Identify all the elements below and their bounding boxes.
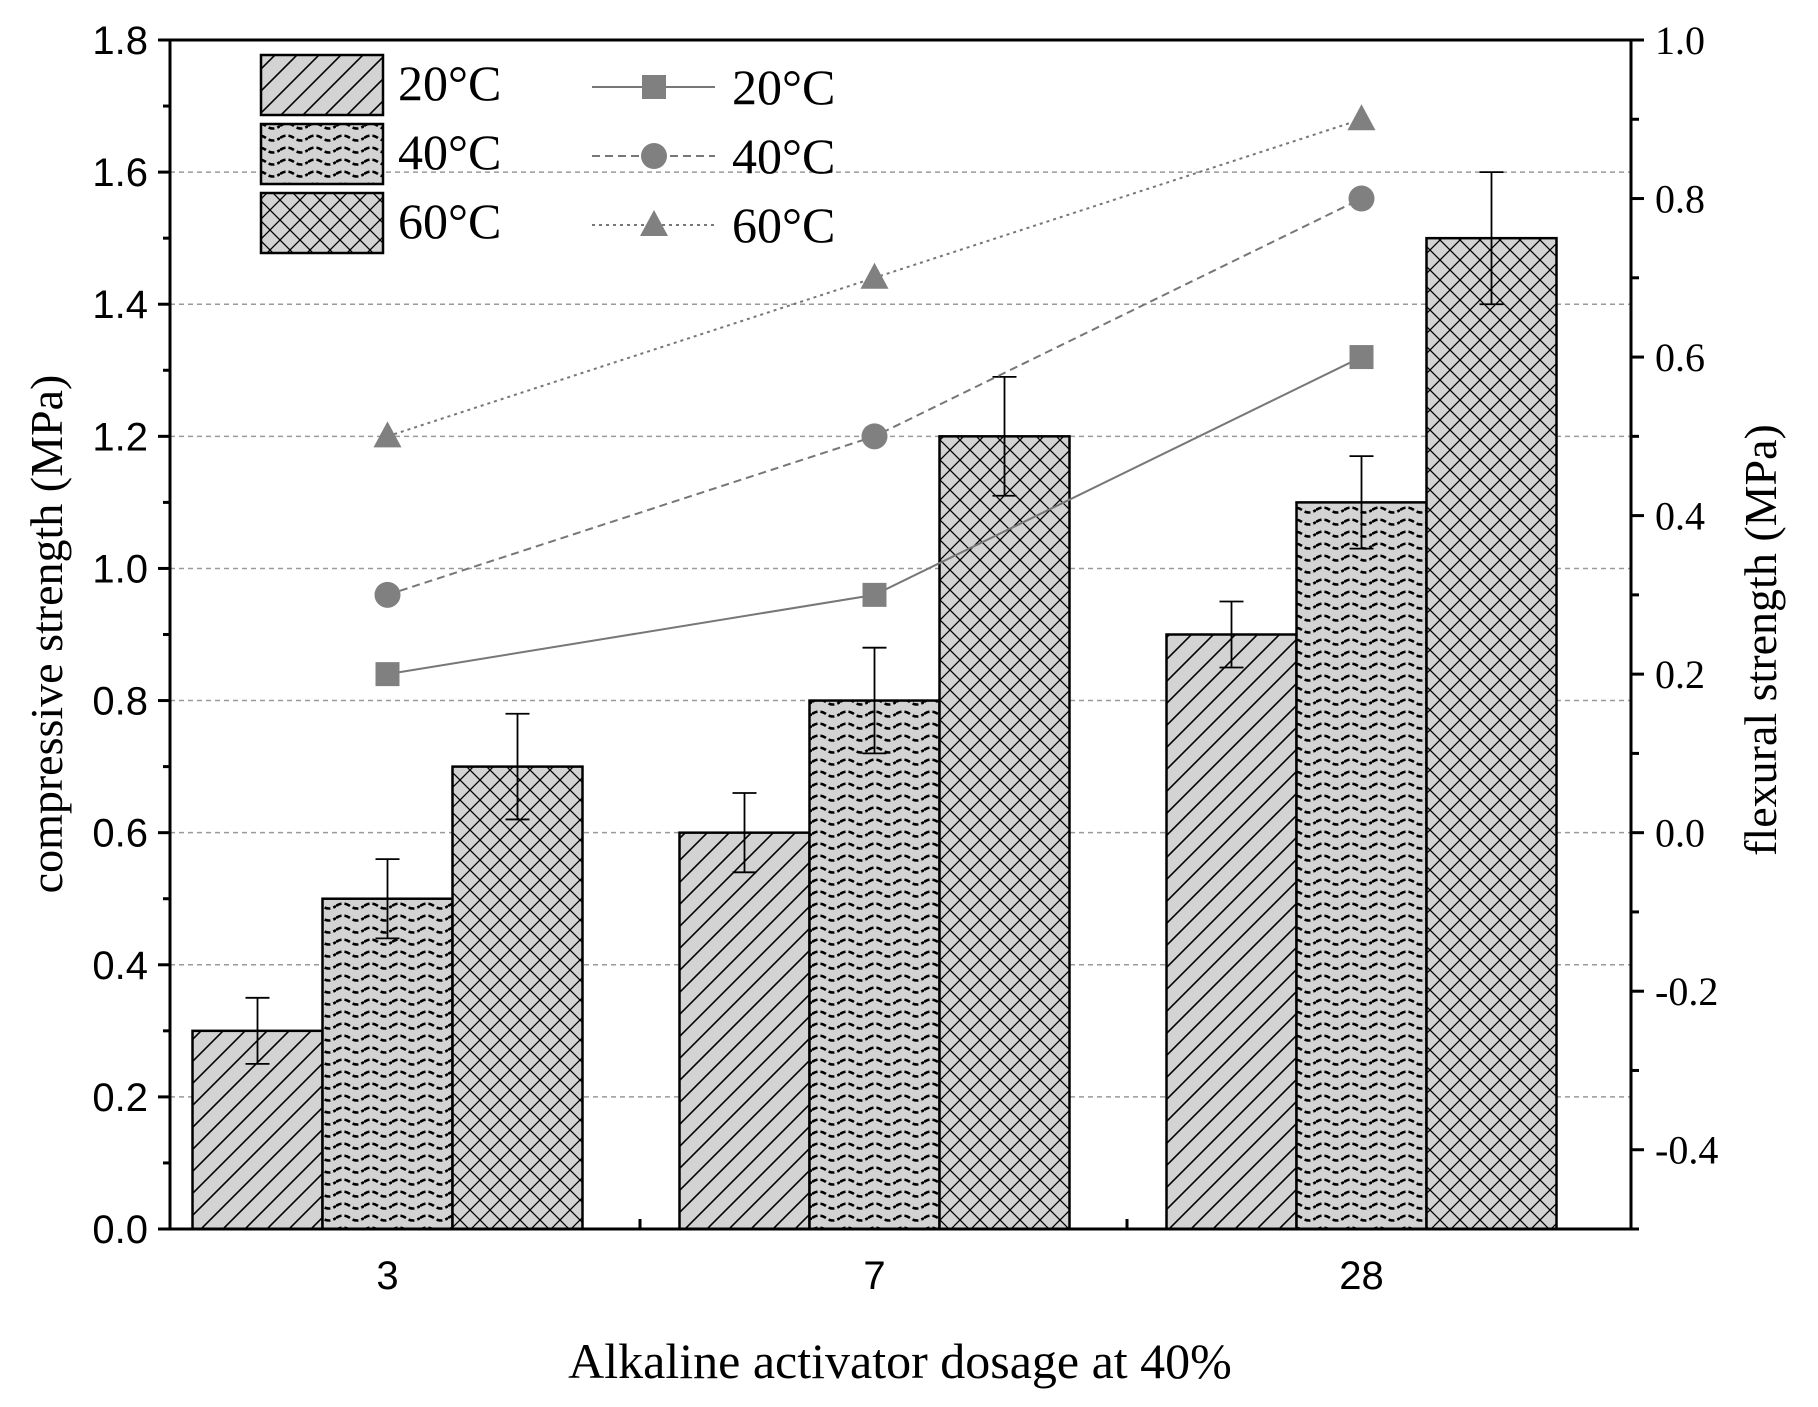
y-tick-label: 1.2 [92,415,148,459]
x-tick-label: 28 [1339,1254,1384,1298]
y2-tick-label: 0.6 [1655,335,1705,380]
legend-line-label: 40°C [732,128,835,184]
line-marker-triangle [640,210,668,236]
legend-bar-swatch [259,191,385,255]
bar [321,897,454,1231]
y-tick-label: 1.8 [92,19,148,63]
y-tick-label: 0.6 [92,812,148,856]
left-axis-ticks: 0.0 0.2 0.4 0.6 0.8 1.0 1.2 1.4 1.6 1.8 [92,19,170,1252]
y-tick-label: 0.0 [92,1208,148,1252]
y2-tick-label: 0.0 [1655,811,1705,856]
bar-group [191,236,1558,1231]
y2-tick-label: -0.2 [1655,969,1718,1014]
y2-tick-label: -0.4 [1655,1128,1718,1173]
line-marker-circle [1348,185,1375,212]
line-marker-circle [861,423,888,450]
y2-tick-label: 0.2 [1655,652,1705,697]
y-tick-label: 0.4 [92,944,148,988]
bar [451,765,584,1231]
y2-tick-label: 0.4 [1655,494,1705,539]
legend-bar-label: 60°C [398,193,501,249]
y-tick-label: 1.0 [92,547,148,591]
bar [678,831,811,1231]
bar [1295,501,1428,1231]
line-marker-square [375,662,400,687]
y2-tick-label: 1.0 [1655,18,1705,63]
y-tick-label: 0.8 [92,680,148,724]
legend: 20°C 40°C 60°C 20°C 40°C 60°C [259,53,835,255]
x-axis-label: Alkaline activator dosage at 40% [568,1333,1232,1389]
line-series [387,197,1362,596]
line-marker-circle [374,581,401,608]
y-tick-label: 0.2 [92,1076,148,1120]
legend-bar-label: 20°C [398,55,501,111]
bar [808,699,941,1231]
legend-bar-swatch [259,53,385,117]
legend-line-label: 60°C [732,197,835,253]
line-marker-square [642,75,666,99]
x-tick-label: 7 [863,1254,885,1298]
y-tick-label: 1.4 [92,283,148,327]
error-bar-group [245,171,1504,1065]
line-group [373,104,1376,687]
x-tick-label: 3 [376,1254,398,1298]
legend-bar-swatch [259,122,385,186]
line-marker-square [862,582,887,607]
line-series [387,356,1362,676]
bar [938,435,1071,1231]
y-tick-label: 1.6 [92,151,148,195]
y2-axis-label: flexural strength (MPa) [1735,424,1786,856]
x-axis-ticks: 3 7 28 [376,1219,1384,1298]
line-marker-triangle [1347,104,1376,131]
line-marker-triangle [373,421,402,448]
legend-bar-label: 40°C [398,124,501,180]
bar [1425,236,1558,1231]
line-marker-square [1349,345,1374,370]
right-axis-ticks: -0.4 -0.2 0.0 0.2 0.4 0.6 0.8 1.0 [1631,18,1718,1231]
line-marker-circle [641,143,667,169]
legend-line-label: 20°C [732,59,835,115]
line-marker-triangle [860,262,889,289]
y2-tick-label: 0.8 [1655,177,1705,222]
bar [1165,633,1298,1231]
y-axis-label: compressive strength (MPa) [21,375,72,894]
